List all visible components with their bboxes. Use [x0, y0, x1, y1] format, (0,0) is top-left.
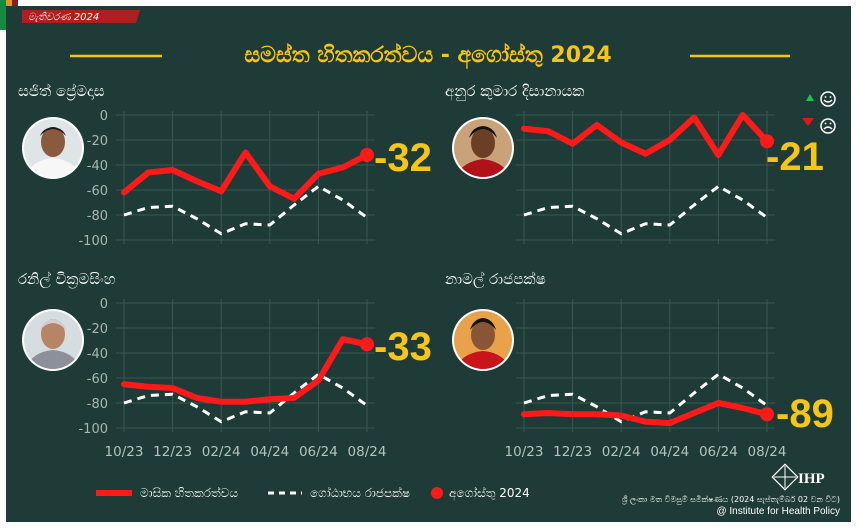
- monthly-line: [121, 336, 370, 405]
- election-badge: මැතිවරණ 2024: [22, 10, 140, 23]
- smile-icon: [820, 91, 836, 107]
- latest-dot: [760, 134, 774, 149]
- grid-lines: [116, 111, 375, 244]
- portrait-avatar: [454, 119, 512, 177]
- latest-point: [760, 134, 774, 149]
- monthly-line: [521, 400, 770, 426]
- series-reference-line: [523, 372, 768, 424]
- y-tick-label: -60: [87, 372, 108, 387]
- latest-dot: [760, 407, 774, 422]
- reference-line: [123, 184, 368, 236]
- y-tick-label: -80: [87, 209, 108, 224]
- footer: IHP ශ්‍රී ලංකා මත විමසුම් සමීක්ෂණය (2024…: [621, 463, 840, 517]
- latest-point: [360, 148, 374, 162]
- series-monthly-line: [521, 400, 770, 426]
- x-tick-label: 12/23: [153, 444, 192, 460]
- chart-board: [6, 6, 851, 522]
- y-tick-label: 0: [100, 297, 108, 312]
- x-tick-label: 06/24: [699, 444, 738, 460]
- title-block: සමස්ත හිතකරත්වය - අගෝස්තු 2024: [70, 42, 790, 69]
- panel-title: නාමල් රාජපක්ෂ: [445, 270, 546, 288]
- x-tick-label: 04/24: [250, 444, 289, 460]
- y-tick-label: -20: [87, 134, 108, 149]
- grid-lines: [516, 299, 775, 432]
- legend: මාසික හිතකරත්වය ගෝඨාභය රාජපක්ෂ අගෝස්තු 2…: [96, 486, 530, 501]
- latest-value: -89: [776, 392, 834, 436]
- frown-icon: [820, 118, 836, 134]
- series-reference-line: [523, 184, 768, 236]
- portrait-avatar: [24, 119, 82, 177]
- legend-latest-label: අගෝස්තු 2024: [449, 486, 530, 501]
- source-line: ශ්‍රී ලංකා මත විමසුම් සමීක්ෂණය (2024 සැප…: [621, 494, 840, 505]
- flag-stripe-green: [0, 0, 6, 30]
- up-arrow-icon: [806, 94, 814, 101]
- series-reference-line: [123, 372, 368, 424]
- x-tick-label: 02/24: [202, 444, 241, 460]
- x-tick-label: 06/24: [299, 444, 338, 460]
- y-tick-label: -80: [87, 397, 108, 412]
- y-tick-label: -100: [78, 422, 108, 437]
- x-tick-label: 10/23: [505, 444, 544, 460]
- series-monthly-line: [121, 149, 370, 202]
- y-tick-label: -20: [87, 322, 108, 337]
- monthly-line: [121, 149, 370, 202]
- x-tick-label: 04/24: [650, 444, 689, 460]
- series-monthly-line: [521, 112, 770, 158]
- panel-title: රනිල් වික්‍රමසිංහ: [18, 270, 116, 289]
- x-tick-label: 12/23: [553, 444, 592, 460]
- x-tick-label: 02/24: [602, 444, 641, 460]
- latest-value: -32: [374, 136, 432, 180]
- grid-lines: [516, 111, 775, 244]
- ihp-logo-icon: [771, 463, 799, 491]
- x-tick-label: 10/23: [105, 444, 144, 460]
- x-axis: 10/23 12/23 02/24 04/24 06/24 08/24: [105, 444, 387, 460]
- latest-dot: [360, 337, 374, 352]
- panel-title: සජිත් ප්‍රේමදාස: [18, 82, 105, 101]
- credit-line: @ Institute for Health Policy: [716, 506, 840, 517]
- legend-latest-swatch: [431, 487, 443, 499]
- latest-point: [360, 337, 374, 352]
- reference-line: [123, 372, 368, 424]
- y-tick-label: 0: [100, 109, 108, 124]
- series-monthly-line: [121, 336, 370, 405]
- x-tick-label: 08/24: [748, 444, 787, 460]
- page-title: සමස්ත හිතකරත්වය - අගෝස්තු 2024: [244, 42, 611, 69]
- y-tick-label: -60: [87, 184, 108, 199]
- series-reference-line: [123, 184, 368, 236]
- y-tick-label: -40: [87, 159, 108, 174]
- legend-monthly-label: මාසික හිතකරත්වය: [140, 486, 238, 500]
- latest-point: [760, 407, 774, 422]
- reference-line: [523, 372, 768, 424]
- badge-text: මැතිවරණ 2024: [28, 11, 99, 23]
- y-axis: 0 -20 -40 -60 -80 -100: [78, 109, 108, 249]
- down-arrow-icon: [802, 118, 814, 126]
- x-axis: 10/23 12/23 02/24 04/24 06/24 08/24: [505, 444, 787, 460]
- panel-title: අනුර කුමාර දිසානායක: [445, 82, 584, 101]
- panel-namal: නාමල් රාජපක්ෂ -89 10/23 12/23 02/24 04/24 06…: [445, 270, 834, 460]
- x-tick-label: 08/24: [348, 444, 387, 460]
- latest-value: -21: [766, 135, 824, 179]
- panel-ranil: රනිල් වික්‍රමසිංහ 0-20-40-60-80-100 -33 …: [18, 270, 432, 460]
- y-tick-label: -100: [78, 234, 108, 249]
- panel-sajith: සජිත් ප්‍රේමදාස 0 -20 -40 -60 -80 -100 -32: [18, 82, 432, 249]
- panel-anura: අනුර කුමාර දිසානායක -21: [445, 82, 836, 244]
- reference-line: [523, 184, 768, 236]
- latest-value: -33: [374, 325, 432, 369]
- latest-dot: [360, 148, 374, 162]
- portrait-avatar: [454, 311, 512, 369]
- monthly-line: [521, 112, 770, 158]
- y-tick-label: -40: [87, 347, 108, 362]
- trend-legend: [802, 91, 836, 134]
- portrait-avatar: [24, 311, 82, 369]
- ihp-logo-text: IHP: [798, 471, 825, 487]
- y-axis: 0 -20 -40 -60 -80 -100: [78, 297, 108, 437]
- legend-reference-label: ගෝඨාභය රාජපක්ෂ: [310, 486, 410, 500]
